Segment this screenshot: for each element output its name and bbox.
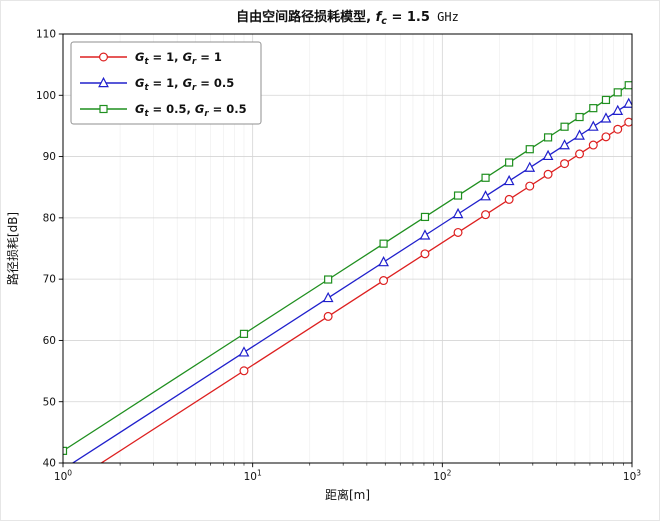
series-marker-2 — [575, 112, 584, 122]
series-marker-1 — [542, 149, 554, 161]
series-marker-2 — [379, 239, 388, 248]
series-marker-2 — [505, 158, 514, 167]
series-marker-1 — [452, 207, 464, 219]
series-marker-0 — [504, 194, 514, 204]
legend: Gt = 1, Gr = 1 Gt = 1, Gr = 0.5 Gt = 0.5, … — [70, 41, 262, 125]
series-marker-0 — [624, 117, 632, 127]
series-marker-0 — [601, 132, 611, 142]
y-tick-label: 110 — [36, 29, 56, 41]
axis-ticks — [58, 33, 633, 468]
series-marker-1 — [559, 139, 570, 150]
series-marker-2 — [481, 173, 490, 182]
x-tick-label: 102 — [433, 469, 451, 484]
chart-title: 自由空间路径损耗模型, fc = 1.5 GHz — [236, 9, 459, 27]
series-marker-2 — [560, 122, 569, 131]
series-marker-0 — [525, 181, 535, 191]
y-tick-label: 90 — [43, 151, 56, 163]
x-tick-label: 103 — [623, 469, 641, 484]
series-marker-0 — [560, 159, 570, 169]
y-tick-label: 40 — [43, 458, 56, 470]
series-marker-0 — [379, 276, 389, 286]
series-marker-0 — [481, 210, 491, 220]
series-marker-0 — [59, 484, 67, 492]
legend-label-0: Gt = 1, Gr = 1 — [135, 50, 222, 67]
series-marker-2 — [239, 329, 249, 338]
y-tick-label: 50 — [43, 396, 56, 408]
series-marker-1 — [524, 161, 536, 172]
series-line-0 — [100, 121, 630, 463]
series-marker-0 — [588, 140, 598, 150]
x-tick-label: 101 — [244, 469, 262, 484]
legend-sample-marker-1 — [98, 76, 109, 88]
series-marker-2 — [589, 104, 598, 113]
series-marker-1 — [480, 190, 491, 201]
series-marker-0 — [575, 149, 585, 159]
x-tick-label: 100 — [54, 469, 72, 484]
series-marker-2 — [543, 133, 553, 142]
y-tick-label: 100 — [36, 90, 56, 102]
series-marker-2 — [624, 81, 632, 90]
series-marker-2 — [525, 145, 534, 154]
series-marker-1 — [503, 174, 515, 186]
series-marker-1 — [419, 229, 431, 240]
series-marker-2 — [63, 446, 68, 455]
y-tick-label: 80 — [43, 212, 56, 224]
series-marker-1 — [574, 129, 585, 140]
series-marker-0 — [420, 249, 430, 259]
legend-sample-marker-2 — [99, 104, 108, 114]
series-0 — [59, 117, 632, 492]
series-2 — [63, 81, 632, 455]
series-marker-2 — [420, 212, 430, 222]
series-marker-1 — [378, 256, 389, 267]
y-tick-label: 60 — [43, 335, 56, 347]
x-axis-label: 距离[m] — [325, 487, 370, 502]
series-marker-1 — [600, 112, 612, 123]
legend-label-1: Gt = 1, Gr = 0.5 — [135, 76, 234, 93]
series-marker-2 — [453, 191, 463, 200]
legend-label-2: Gt = 0.5, Gr = 0.5 — [135, 102, 247, 119]
legend-box — [70, 41, 262, 125]
series-marker-1 — [623, 97, 632, 108]
series-1 — [71, 97, 632, 463]
legend-sample-marker-0 — [99, 52, 109, 62]
series-marker-0 — [613, 124, 623, 134]
series-marker-1 — [238, 346, 250, 357]
series-marker-1 — [587, 120, 599, 131]
series-marker-2 — [601, 95, 611, 105]
series-marker-0 — [453, 227, 463, 237]
series-marker-0 — [239, 366, 249, 376]
series-line-1 — [71, 103, 630, 463]
y-axis-label: 路径损耗[dB] — [5, 212, 20, 285]
series-line-2 — [63, 84, 630, 452]
y-tick-label: 70 — [43, 274, 56, 286]
series-marker-1 — [322, 291, 334, 303]
series-marker-2 — [613, 88, 622, 97]
axes-frame — [62, 33, 633, 464]
series-marker-0 — [323, 311, 333, 321]
series-marker-2 — [324, 275, 333, 284]
series-marker-0 — [543, 169, 553, 179]
series-marker-1 — [612, 104, 624, 115]
